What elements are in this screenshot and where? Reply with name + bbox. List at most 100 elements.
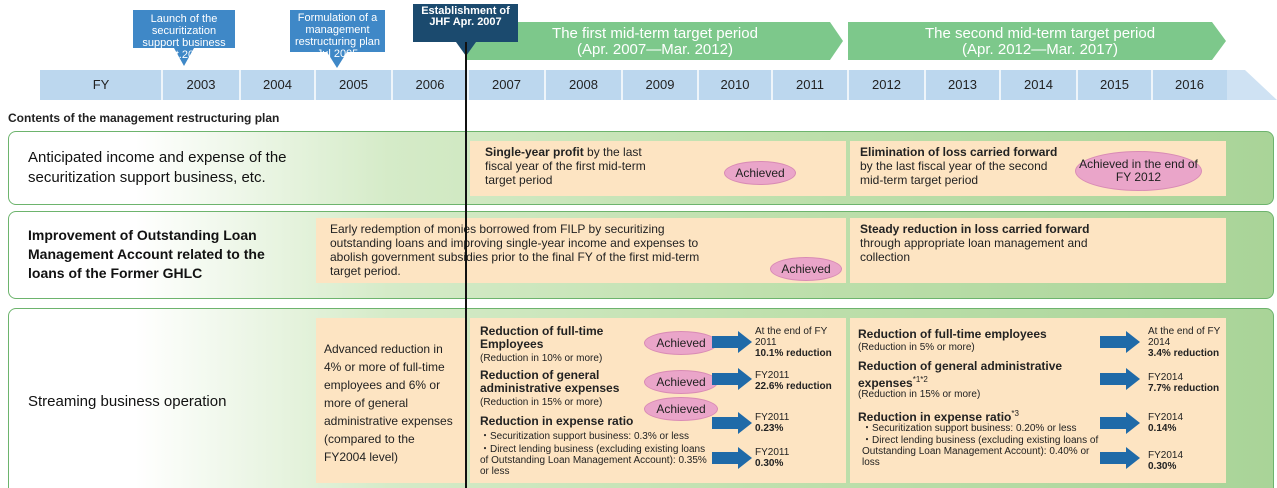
result: FY2011 22.6% reduction bbox=[755, 370, 845, 392]
result-label: FY2011 bbox=[755, 412, 790, 423]
item-note: (Reduction in 15% or more) bbox=[480, 397, 603, 408]
item-title: Reduction in expense ratio*3 bbox=[858, 407, 1019, 424]
box bbox=[850, 218, 1226, 283]
fy-label: 2005 bbox=[339, 77, 368, 92]
sub-text: ・Securitization support business: 0.3% o… bbox=[480, 431, 689, 442]
result-label: At the end of FY 2011 bbox=[755, 326, 828, 348]
fy-label: 2010 bbox=[720, 77, 750, 92]
box-text: Steady reduction in loss carried forward… bbox=[860, 222, 1130, 264]
result: FY2014 0.14% bbox=[1148, 412, 1226, 434]
item-note: (Reduction in 10% or more) bbox=[480, 353, 603, 364]
fy-label: 2009 bbox=[645, 77, 675, 92]
fy-label: 2006 bbox=[415, 77, 445, 92]
badge: Achieved in the end of FY 2012 bbox=[1075, 151, 1202, 191]
fy-bar-arrow bbox=[1227, 70, 1277, 100]
result-label: FY2014 bbox=[1148, 412, 1184, 423]
fy-label: 2008 bbox=[569, 77, 598, 92]
box-text: Elimination of loss carried forward by t… bbox=[860, 145, 1070, 187]
result: At the end of FY 2011 10.1% reduction bbox=[755, 326, 845, 359]
fy-label: 2016 bbox=[1175, 77, 1204, 92]
box bbox=[850, 318, 1226, 483]
result: FY2014 7.7% reduction bbox=[1148, 372, 1226, 394]
result-label: FY2014 bbox=[1148, 450, 1184, 461]
fy-label: 2013 bbox=[948, 77, 977, 92]
fy-label: 2003 bbox=[186, 77, 216, 92]
result-value: 0.30% bbox=[755, 458, 784, 469]
item-title: Reduction of general administrative expe… bbox=[858, 359, 1063, 390]
result: FY2011 0.23% bbox=[755, 412, 845, 434]
fy-label: 2004 bbox=[263, 77, 292, 92]
box-text: Advanced reduction in 4% or more of full… bbox=[324, 342, 453, 464]
box-text: Early redemption of monies borrowed from… bbox=[330, 222, 700, 278]
bold-text: Single-year profit bbox=[485, 145, 584, 159]
text: by the last fiscal year of the second mi… bbox=[860, 159, 1048, 187]
result: FY2014 0.30% bbox=[1148, 450, 1226, 472]
box bbox=[316, 218, 846, 283]
sub-text: ・Direct lending business (excluding exis… bbox=[862, 435, 1099, 468]
result: FY2011 0.30% bbox=[755, 447, 845, 469]
fy-label: 2012 bbox=[872, 77, 901, 92]
result-label: FY2011 bbox=[755, 370, 790, 381]
footnote-mark: *3 bbox=[1011, 409, 1019, 418]
item-title: Reduction in expense ratio bbox=[480, 414, 634, 428]
fy-label: 2015 bbox=[1100, 77, 1129, 92]
badge: Achieved bbox=[644, 397, 718, 421]
result-value: 7.7% reduction bbox=[1148, 383, 1220, 394]
item-title: Reduction of general administrative expe… bbox=[858, 360, 1073, 390]
result-value: 0.30% bbox=[1148, 461, 1177, 472]
result-value: 22.6% reduction bbox=[755, 381, 832, 392]
footnote-mark: *1*2 bbox=[912, 375, 928, 384]
event-callout bbox=[413, 4, 518, 56]
badge: Achieved bbox=[724, 161, 796, 185]
row-label: Improvement of Outstanding Loan Manageme… bbox=[28, 227, 265, 281]
event-label: Establishment of JHF Apr. 2007 bbox=[421, 5, 510, 28]
badge: Achieved bbox=[770, 257, 842, 281]
fy-label: 2014 bbox=[1024, 77, 1053, 92]
result-label: FY2011 bbox=[755, 447, 790, 458]
result-label: At the end of FY 2014 bbox=[1148, 326, 1221, 348]
bold-text: Steady reduction in loss carried forward bbox=[860, 222, 1090, 236]
event-callout bbox=[133, 10, 235, 66]
sub-text: ・Direct lending business (excluding exis… bbox=[480, 444, 707, 477]
row-label: Anticipated income and expense of the se… bbox=[28, 149, 287, 186]
box bbox=[316, 318, 466, 483]
period-arrow bbox=[848, 22, 1226, 60]
period-title: The second mid-term target period (Apr. 2… bbox=[870, 26, 1210, 58]
row-label: Streaming business operation bbox=[28, 393, 227, 410]
item-title: Reduction of full-time Employees bbox=[480, 324, 604, 351]
period-range: (Apr. 2007—Mar. 2012) bbox=[577, 41, 733, 58]
fy-label: 2011 bbox=[796, 77, 824, 92]
text: by the last fiscal year of the first mid… bbox=[485, 145, 646, 187]
item-note: (Reduction in 5% or more) bbox=[858, 342, 975, 353]
fy-label: FY bbox=[92, 77, 110, 92]
section-title: Contents of the management restructuring… bbox=[8, 111, 280, 125]
result-label: FY2014 bbox=[1148, 372, 1184, 383]
bold-text: Elimination of loss carried forward bbox=[860, 145, 1058, 159]
text: through appropriate loan management and … bbox=[860, 236, 1088, 264]
badge: Achieved bbox=[644, 331, 718, 355]
fy-bar bbox=[40, 70, 1227, 100]
item-title: Reduction of full-time employees bbox=[858, 327, 1047, 341]
period-range: (Apr. 2012—Mar. 2017) bbox=[962, 41, 1118, 58]
result-value: 3.4% reduction bbox=[1148, 348, 1220, 359]
period-arrow bbox=[465, 22, 843, 60]
box-text: Single-year profit by the last fiscal ye… bbox=[485, 145, 660, 187]
fy-label: 2007 bbox=[492, 77, 521, 92]
result-value: 0.23% bbox=[755, 423, 784, 434]
period-title: The first mid-term target period bbox=[552, 25, 758, 42]
result-value: 10.1% reduction bbox=[755, 348, 832, 359]
event-label: Launch of the securitization support bus… bbox=[142, 13, 226, 61]
event-label: Formulation of a management restructurin… bbox=[295, 12, 380, 60]
item-title: Reduction in expense ratio bbox=[858, 410, 1012, 424]
result-value: 0.14% bbox=[1148, 423, 1177, 434]
sub-text: ・Securitization support business: 0.20% … bbox=[862, 423, 1077, 434]
item-title: Reduction of general administrative expe… bbox=[480, 368, 620, 395]
badge: Achieved bbox=[644, 370, 718, 394]
period-title: The second mid-term target period bbox=[924, 25, 1156, 42]
event-callout bbox=[290, 10, 385, 68]
item-note: (Reduction in 15% or more) bbox=[858, 389, 981, 400]
period-title: The first mid-term target period (Apr. 20… bbox=[490, 26, 820, 58]
result: At the end of FY 2014 3.4% reduction bbox=[1148, 326, 1226, 359]
